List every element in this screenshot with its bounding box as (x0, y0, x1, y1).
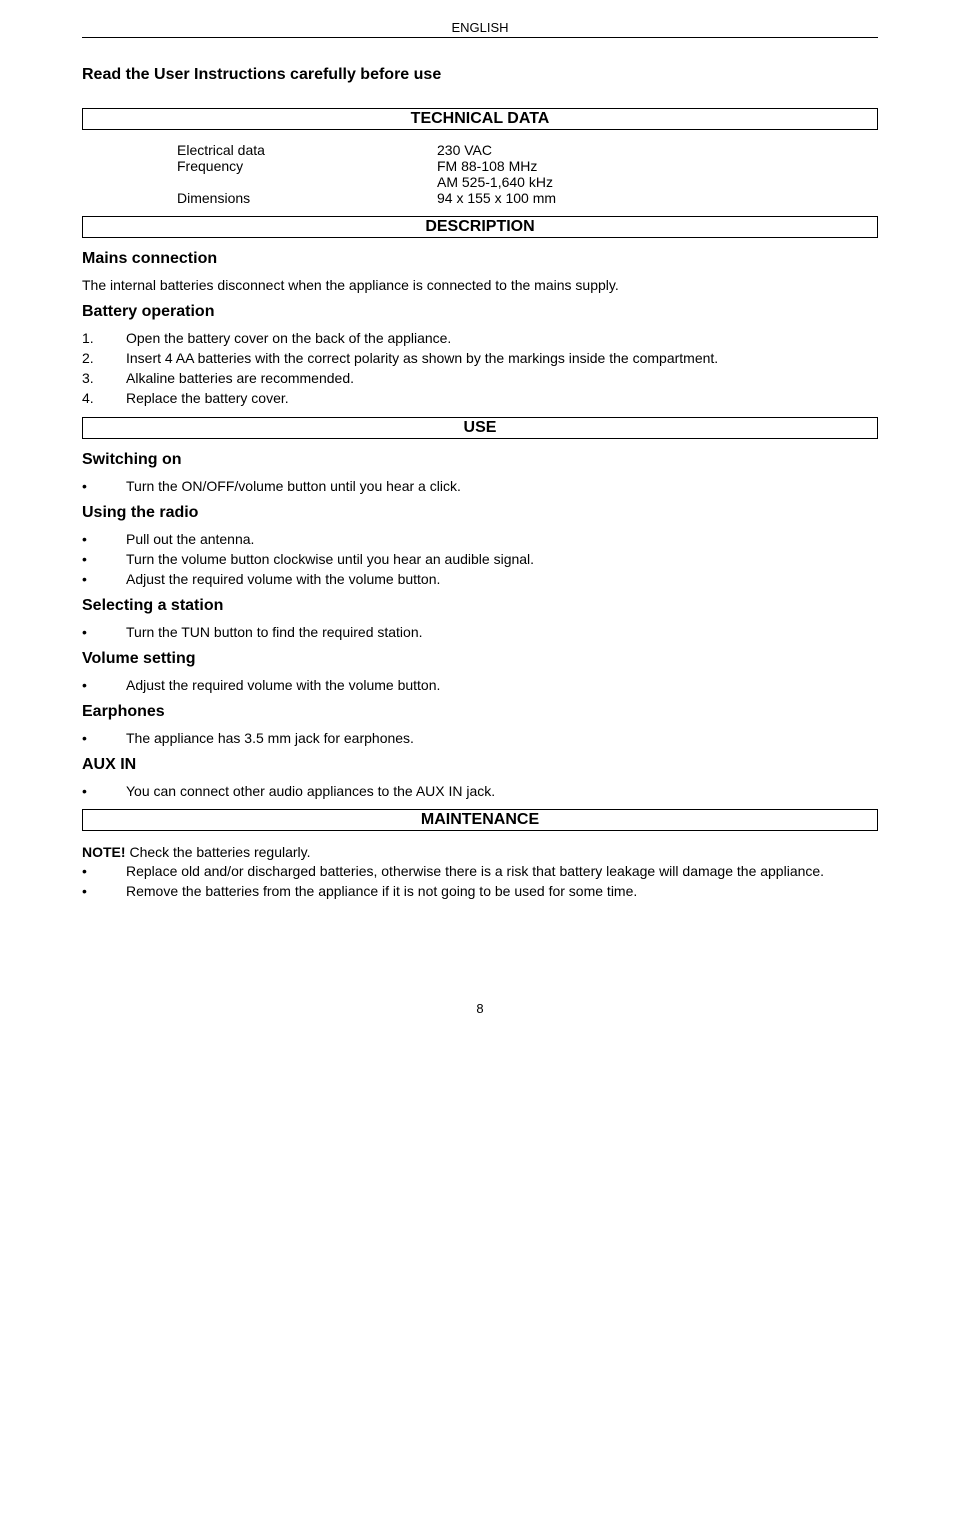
list-item: Turn the ON/OFF/volume button until you … (82, 477, 878, 496)
header-language: ENGLISH (82, 20, 878, 35)
list-item: 1.Open the battery cover on the back of … (82, 329, 878, 348)
step-text: Open the battery cover on the back of th… (126, 330, 451, 346)
switching-on-list: Turn the ON/OFF/volume button until you … (82, 477, 878, 496)
selecting-station-list: Turn the TUN button to find the required… (82, 623, 878, 642)
maintenance-list: Replace old and/or discharged batteries,… (82, 862, 878, 901)
spec-label: Electrical data (177, 142, 437, 158)
spec-value: 230 VAC (437, 142, 492, 158)
spec-label (177, 174, 437, 190)
battery-steps: 1.Open the battery cover on the back of … (82, 329, 878, 408)
heading-mains-connection: Mains connection (82, 250, 878, 268)
spec-row-frequency: Frequency FM 88-108 MHz (177, 158, 878, 174)
step-text: Replace the battery cover. (126, 390, 289, 406)
spec-value: FM 88-108 MHz (437, 158, 537, 174)
item-text: The appliance has 3.5 mm jack for earpho… (126, 730, 414, 746)
page-number: 8 (82, 1001, 878, 1016)
list-item: The appliance has 3.5 mm jack for earpho… (82, 729, 878, 748)
section-technical-data: TECHNICAL DATA (82, 108, 878, 130)
item-text: Turn the volume button clockwise until y… (126, 551, 534, 567)
step-text: Insert 4 AA batteries with the correct p… (126, 350, 718, 366)
spec-label: Dimensions (177, 190, 437, 206)
spec-row-frequency-2: AM 525-1,640 kHz (177, 174, 878, 190)
step-text: Alkaline batteries are recommended. (126, 370, 354, 386)
list-item: Turn the volume button clockwise until y… (82, 550, 878, 569)
spec-table: Electrical data 230 VAC Frequency FM 88-… (177, 142, 878, 206)
list-item: Turn the TUN button to find the required… (82, 623, 878, 642)
using-radio-list: Pull out the antenna. Turn the volume bu… (82, 530, 878, 589)
item-text: Replace old and/or discharged batteries,… (126, 863, 824, 879)
list-item: Pull out the antenna. (82, 530, 878, 549)
spec-value: AM 525-1,640 kHz (437, 174, 553, 190)
heading-volume-setting: Volume setting (82, 650, 878, 668)
item-text: You can connect other audio appliances t… (126, 783, 495, 799)
item-text: Adjust the required volume with the volu… (126, 677, 440, 693)
heading-using-radio: Using the radio (82, 504, 878, 522)
item-text: Turn the TUN button to find the required… (126, 624, 423, 640)
aux-in-list: You can connect other audio appliances t… (82, 782, 878, 801)
heading-aux-in: AUX IN (82, 756, 878, 774)
intro-heading: Read the User Instructions carefully bef… (82, 66, 878, 84)
earphones-list: The appliance has 3.5 mm jack for earpho… (82, 729, 878, 748)
list-item: Adjust the required volume with the volu… (82, 570, 878, 589)
item-text: Adjust the required volume with the volu… (126, 571, 440, 587)
heading-switching-on: Switching on (82, 451, 878, 469)
note-text: Check the batteries regularly. (126, 844, 311, 860)
section-description: DESCRIPTION (82, 216, 878, 238)
spec-label: Frequency (177, 158, 437, 174)
mains-text: The internal batteries disconnect when t… (82, 276, 878, 295)
spec-row-electrical: Electrical data 230 VAC (177, 142, 878, 158)
heading-selecting-station: Selecting a station (82, 597, 878, 615)
section-use: USE (82, 417, 878, 439)
list-item: Adjust the required volume with the volu… (82, 676, 878, 695)
spec-value: 94 x 155 x 100 mm (437, 190, 556, 206)
list-item: 2.Insert 4 AA batteries with the correct… (82, 349, 878, 368)
volume-setting-list: Adjust the required volume with the volu… (82, 676, 878, 695)
item-text: Remove the batteries from the appliance … (126, 883, 637, 899)
heading-earphones: Earphones (82, 703, 878, 721)
spec-row-dimensions: Dimensions 94 x 155 x 100 mm (177, 190, 878, 206)
header-rule (82, 37, 878, 38)
item-text: Pull out the antenna. (126, 531, 254, 547)
list-item: 3.Alkaline batteries are recommended. (82, 369, 878, 388)
section-maintenance: MAINTENANCE (82, 809, 878, 831)
note-bold: NOTE! (82, 844, 126, 860)
heading-battery-operation: Battery operation (82, 303, 878, 321)
maintenance-note: NOTE! Check the batteries regularly. (82, 843, 878, 862)
list-item: Replace old and/or discharged batteries,… (82, 862, 878, 881)
list-item: Remove the batteries from the appliance … (82, 882, 878, 901)
list-item: 4.Replace the battery cover. (82, 389, 878, 408)
item-text: Turn the ON/OFF/volume button until you … (126, 478, 461, 494)
list-item: You can connect other audio appliances t… (82, 782, 878, 801)
